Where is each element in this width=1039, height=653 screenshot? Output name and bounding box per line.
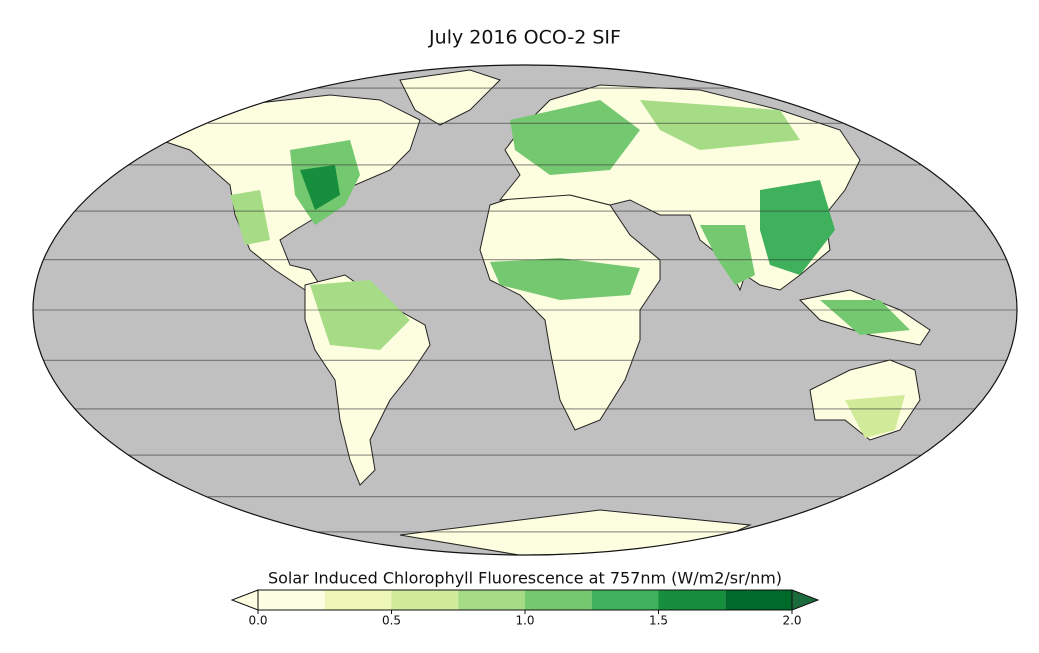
colorbar-over-arrow [791, 589, 820, 611]
vegetation-patch [510, 100, 640, 175]
colorbar-bin [658, 590, 726, 610]
colorbar-bin [591, 590, 659, 610]
vegetation-patch [845, 395, 905, 438]
greenland [399, 69, 501, 126]
colorbar-bin [525, 590, 592, 610]
vegetation-patch [700, 225, 755, 285]
colorbar-tick-label: 0.5 [382, 614, 401, 628]
colorbar-bin [458, 590, 525, 610]
colorbar-tick-label: 2.0 [782, 614, 801, 628]
vegetation-patch [310, 280, 410, 350]
vegetation-patch [490, 258, 640, 300]
vegetation-patch [300, 165, 340, 210]
colorbar-under-arrow [230, 589, 259, 611]
colorbar-label: Solar Induced Chlorophyll Fluorescence a… [268, 569, 782, 588]
colorbar-tick-label: 0.0 [248, 614, 267, 628]
map-title: July 2016 OCO-2 SIF [428, 27, 621, 49]
colorbar-bin [725, 590, 792, 610]
map-border [32, 64, 1018, 556]
colorbar: 0.0 0.5 1.0 1.5 2.0 [230, 589, 820, 628]
colorbar-tick-label: 1.5 [649, 614, 668, 628]
vegetation-patch [820, 300, 910, 335]
vegetation-patch [230, 190, 270, 245]
colorbar-bin [324, 590, 392, 610]
colorbar-bin [391, 590, 459, 610]
graticule [33, 87, 1017, 533]
land-masses [158, 69, 931, 555]
vegetation-patch [640, 100, 800, 150]
colorbar-tick-label: 1.0 [515, 614, 534, 628]
colorbar-bin [258, 590, 325, 610]
vegetation-patch [760, 180, 835, 275]
